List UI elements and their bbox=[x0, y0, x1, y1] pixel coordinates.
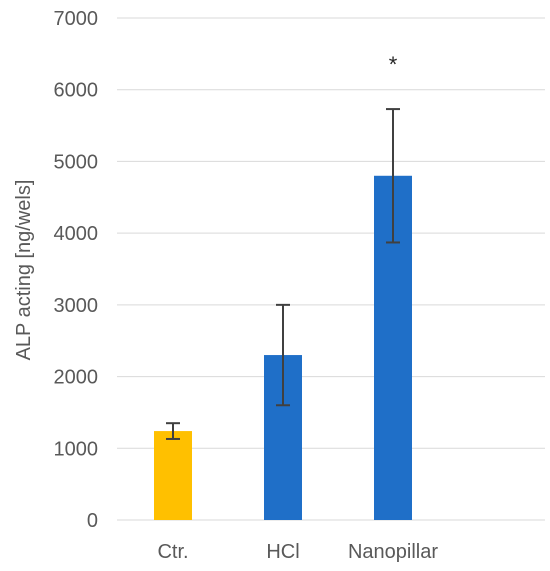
x-category-label: HCl bbox=[266, 541, 299, 563]
significance-marker: * bbox=[389, 52, 398, 77]
y-tick-label: 3000 bbox=[54, 295, 99, 317]
y-tick-label: 5000 bbox=[54, 151, 99, 173]
error-bar bbox=[166, 422, 180, 440]
y-axis-title: ALP acting [ng/wels] bbox=[13, 180, 35, 361]
error-bar bbox=[276, 303, 290, 407]
bar bbox=[154, 431, 192, 520]
error-bar bbox=[386, 108, 400, 244]
y-tick-label: 1000 bbox=[54, 438, 99, 460]
y-tick-label: 0 bbox=[87, 510, 98, 532]
error-bars bbox=[166, 108, 400, 440]
x-category-label: Ctr. bbox=[157, 541, 188, 563]
annotations: * bbox=[389, 52, 398, 77]
x-category-label: Nanopillar bbox=[348, 541, 438, 563]
y-tick-label: 4000 bbox=[54, 223, 99, 245]
y-tick-label: 7000 bbox=[54, 8, 99, 30]
bars bbox=[154, 175, 412, 520]
y-tick-label: 6000 bbox=[54, 80, 99, 102]
y-tick-labels: 0 1000 2000 3000 4000 5000 6000 7000 bbox=[54, 8, 99, 532]
y-tick-label: 2000 bbox=[54, 367, 99, 389]
x-category-labels: Ctr. HCl Nanopillar bbox=[157, 541, 438, 563]
